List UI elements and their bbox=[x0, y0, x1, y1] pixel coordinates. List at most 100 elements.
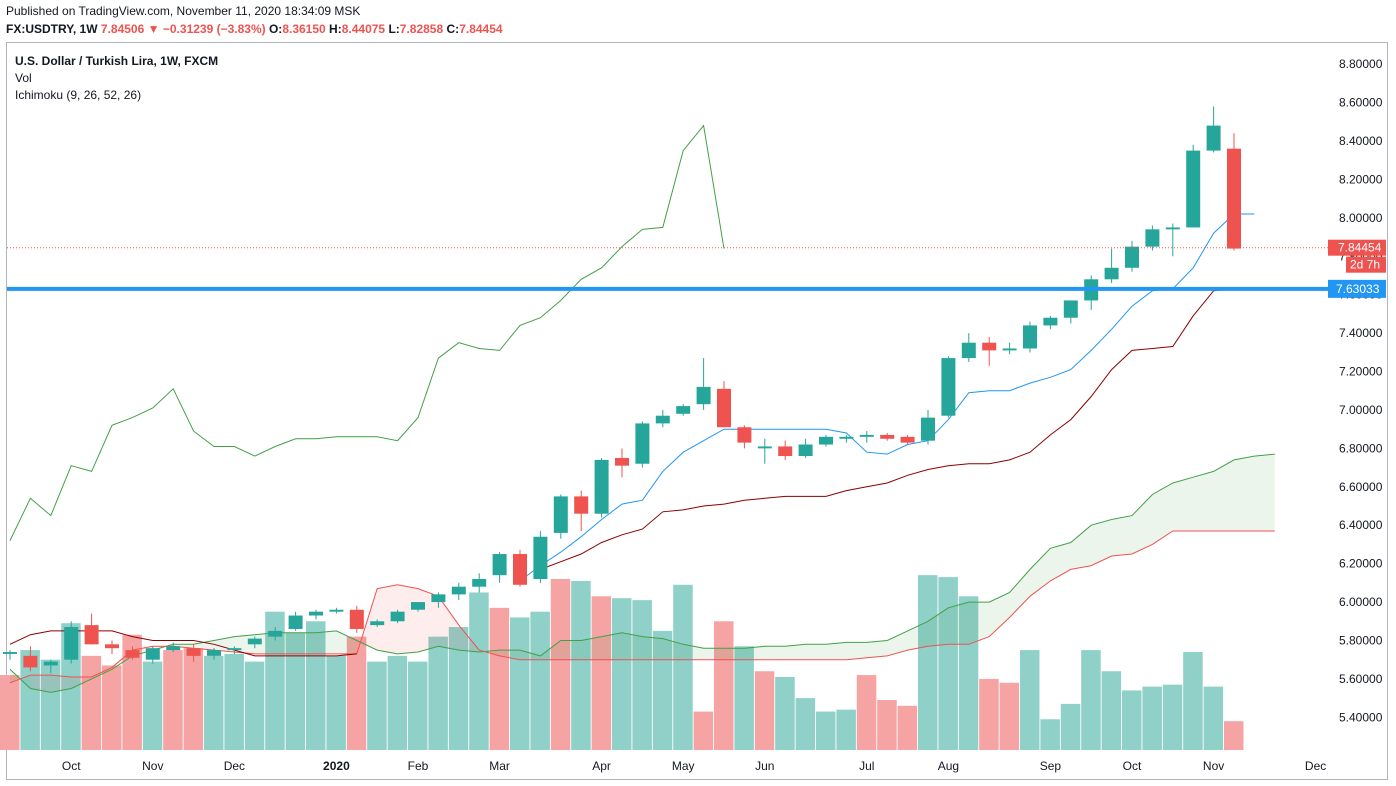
volume-bar bbox=[183, 648, 204, 750]
candle-body bbox=[513, 554, 527, 585]
y-tick-label: 5.80000 bbox=[1339, 633, 1383, 647]
volume-bar bbox=[408, 661, 428, 750]
candle-body bbox=[778, 446, 793, 457]
volume-bar bbox=[795, 698, 816, 750]
volume-bar bbox=[1081, 650, 1101, 750]
candle-body bbox=[859, 434, 874, 437]
close-value: 7.84454 bbox=[459, 22, 503, 36]
volume-bar bbox=[0, 675, 20, 750]
candle-body bbox=[1104, 267, 1119, 280]
cloud-segment bbox=[438, 596, 459, 651]
candle-body bbox=[696, 386, 711, 405]
candle-body bbox=[472, 579, 487, 587]
candle-body bbox=[1227, 148, 1241, 249]
cloud-segment bbox=[948, 602, 969, 645]
low-label: L: bbox=[388, 22, 400, 36]
candle-body bbox=[717, 388, 731, 428]
volume-bar bbox=[673, 584, 693, 750]
cloud-segment bbox=[336, 630, 357, 654]
cloud-segment bbox=[50, 675, 72, 693]
countdown-badge bbox=[1346, 256, 1386, 273]
cloud-segment bbox=[1172, 477, 1194, 531]
candle-body bbox=[411, 602, 425, 610]
cloud-segment bbox=[377, 584, 398, 654]
volume-bar bbox=[122, 634, 142, 750]
legend-ichimoku: Ichimoku (9, 26, 52, 26) bbox=[15, 88, 142, 102]
cloud-segment bbox=[520, 650, 541, 660]
candle-body bbox=[574, 496, 589, 514]
volume-bar bbox=[1142, 686, 1162, 750]
candle-body bbox=[186, 648, 201, 656]
cloud-segment bbox=[724, 648, 745, 660]
cloud-segment bbox=[989, 592, 1010, 637]
candle-body bbox=[900, 436, 915, 443]
x-tick-label: Nov bbox=[142, 759, 163, 773]
y-tick-label: 8.60000 bbox=[1339, 96, 1383, 110]
y-tick-label: 6.00000 bbox=[1339, 595, 1383, 609]
y-tick-label: 8.80000 bbox=[1339, 57, 1383, 71]
symbol-line: FX:USDTRY, 1W bbox=[6, 22, 98, 36]
low-value: 7.82858 bbox=[399, 22, 444, 36]
y-tick-label: 7.00000 bbox=[1339, 403, 1383, 417]
candle-body bbox=[1063, 300, 1078, 318]
down-arrow-icon: ▼ bbox=[147, 22, 160, 36]
cloud-segment bbox=[254, 632, 276, 654]
cloud-segment bbox=[642, 636, 663, 660]
y-tick-label: 7.20000 bbox=[1339, 365, 1383, 379]
y-tick-label: 5.60000 bbox=[1339, 672, 1383, 686]
cloud-segment bbox=[540, 640, 561, 660]
cloud-segment bbox=[560, 640, 582, 660]
y-tick-label: 6.60000 bbox=[1339, 480, 1383, 494]
y-tick-label: 8.00000 bbox=[1339, 211, 1383, 225]
x-tick-label: Dec bbox=[1305, 759, 1326, 773]
cloud-segment bbox=[1009, 569, 1030, 618]
volume-bar bbox=[897, 705, 918, 750]
candle-body bbox=[125, 650, 140, 658]
x-tick-label: Jul bbox=[859, 759, 874, 773]
chart-legend: U.S. Dollar / Turkish Lira, 1W, FXCM Vol… bbox=[15, 53, 218, 104]
cloud-segment bbox=[866, 640, 888, 658]
volume-bar bbox=[979, 678, 999, 750]
cloud-segment bbox=[744, 646, 765, 660]
legend-vol: Vol bbox=[15, 71, 32, 85]
cloud-segment bbox=[683, 644, 704, 660]
y-tick-label: 6.40000 bbox=[1339, 518, 1383, 532]
candle-body bbox=[329, 609, 344, 612]
volume-bar bbox=[999, 682, 1020, 750]
volume-bar bbox=[1020, 650, 1040, 750]
volume-bar bbox=[1040, 719, 1060, 750]
volume-bar bbox=[632, 600, 652, 750]
candle-body bbox=[1002, 348, 1017, 351]
candle-body bbox=[431, 594, 446, 603]
volume-bar bbox=[591, 596, 612, 750]
candle-body bbox=[839, 436, 854, 439]
candles-layer bbox=[3, 106, 1241, 674]
x-tick-label: 2020 bbox=[323, 759, 350, 773]
candle-body bbox=[227, 648, 242, 651]
y-tick-label: 7.40000 bbox=[1339, 326, 1383, 340]
cloud-segment bbox=[30, 675, 51, 693]
volume-bar bbox=[571, 580, 591, 750]
candle-body bbox=[1206, 125, 1221, 151]
volume-bar bbox=[448, 627, 469, 750]
cloud-segment bbox=[316, 630, 337, 654]
volume-bar bbox=[1060, 703, 1081, 750]
volume-bar bbox=[550, 579, 571, 750]
countdown-badge-text: 2d 7h bbox=[1350, 258, 1380, 272]
cloud-segment bbox=[1213, 459, 1234, 531]
volume-bar bbox=[346, 636, 367, 750]
open-value: 8.36150 bbox=[282, 22, 326, 36]
y-tick-label: 8.40000 bbox=[1339, 134, 1383, 148]
volume-bar bbox=[428, 636, 448, 750]
volume-bar bbox=[142, 661, 163, 750]
volume-bar bbox=[836, 709, 856, 750]
volume-bar bbox=[204, 655, 224, 750]
last-price-badge-text: 7.84454 bbox=[1338, 241, 1382, 255]
volume-bar bbox=[367, 661, 387, 750]
cloud-segment bbox=[499, 650, 520, 660]
cloud-segment bbox=[601, 632, 622, 660]
volume-bar bbox=[244, 661, 265, 750]
cloud-segment bbox=[846, 642, 867, 660]
y-tick-label: 5.40000 bbox=[1339, 710, 1383, 724]
